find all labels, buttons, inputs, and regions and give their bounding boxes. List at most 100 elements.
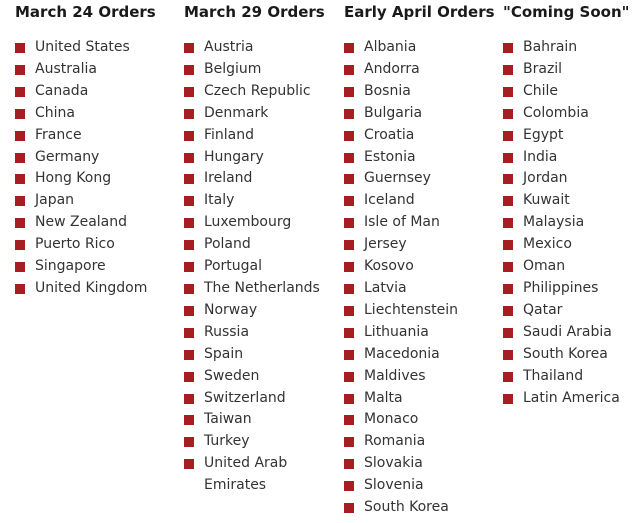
square-bullet-icon [503, 196, 513, 207]
list-item: Kosovo [344, 256, 498, 278]
square-bullet-icon [184, 130, 194, 141]
country-list: Austria Belgium Czech Republic Denmark F… [184, 37, 338, 497]
square-bullet-icon [344, 327, 354, 338]
country-name: Isle of Man [364, 214, 440, 231]
country-name: Philippines [523, 279, 599, 296]
list-item: Belgium [184, 59, 338, 81]
column-march-29: March 29 Orders Austria Belgium Czech Re… [184, 0, 338, 497]
country-name: Kosovo [364, 258, 414, 275]
square-bullet-icon [15, 152, 25, 163]
country-name: Singapore [35, 258, 106, 275]
square-bullet-icon [503, 371, 513, 382]
square-bullet-icon [344, 283, 354, 294]
country-name: Macedonia [364, 345, 440, 362]
country-name: Spain [204, 345, 244, 362]
list-item: Denmark [184, 103, 338, 125]
country-name: Liechtenstein [364, 301, 459, 318]
list-item: Taiwan [184, 409, 338, 431]
country-name: France [35, 126, 82, 143]
list-item: Qatar [503, 300, 640, 322]
list-item: Sweden [184, 366, 338, 388]
column-title: March 24 Orders [15, 3, 156, 21]
country-name: Iceland [364, 192, 415, 209]
column-early-april: Early April Orders Albania Andorra Bosni… [344, 0, 498, 519]
country-name: Egypt [523, 126, 564, 143]
square-bullet-icon [503, 152, 513, 163]
list-item: Italy [184, 190, 338, 212]
country-name: Qatar [523, 301, 563, 318]
square-bullet-icon [344, 371, 354, 382]
country-name: Switzerland [204, 389, 286, 406]
list-item: Malaysia [503, 212, 640, 234]
list-item: Japan [15, 190, 175, 212]
list-item: Malta [344, 388, 498, 410]
list-item: Lithuania [344, 322, 498, 344]
square-bullet-icon [503, 108, 513, 119]
square-bullet-icon [344, 503, 354, 514]
country-name: United Kingdom [35, 279, 148, 296]
list-item: Andorra [344, 59, 498, 81]
list-item: Guernsey [344, 168, 498, 190]
list-item: Saudi Arabia [503, 322, 640, 344]
square-bullet-icon [15, 174, 25, 185]
list-item: Latin America [503, 388, 640, 410]
country-name: South Korea [523, 345, 608, 362]
list-item: Oman [503, 256, 640, 278]
list-item: Thailand [503, 366, 640, 388]
country-name: Italy [204, 192, 235, 209]
list-item: New Zealand [15, 212, 175, 234]
list-item: The Netherlands [184, 278, 338, 300]
list-item: Brazil [503, 59, 640, 81]
country-name: Germany [35, 148, 100, 165]
square-bullet-icon [503, 86, 513, 97]
country-name: Denmark [204, 104, 269, 121]
square-bullet-icon [344, 64, 354, 75]
square-bullet-icon [344, 349, 354, 360]
country-name: Belgium [204, 60, 262, 77]
list-item: Iceland [344, 190, 498, 212]
square-bullet-icon [184, 240, 194, 251]
square-bullet-icon [503, 64, 513, 75]
country-name: United Arab Emirates [204, 455, 288, 494]
square-bullet-icon [503, 327, 513, 338]
square-bullet-icon [184, 327, 194, 338]
list-item: Germany [15, 147, 175, 169]
country-name: Bahrain [523, 39, 578, 55]
country-name: India [523, 148, 558, 165]
list-item: Puerto Rico [15, 234, 175, 256]
square-bullet-icon [344, 262, 354, 273]
country-name: Romania [364, 433, 426, 450]
country-name: Poland [204, 236, 251, 253]
square-bullet-icon [344, 459, 354, 470]
list-item: India [503, 147, 640, 169]
country-name: Oman [523, 258, 566, 275]
square-bullet-icon [503, 305, 513, 316]
square-bullet-icon [344, 86, 354, 97]
country-name: Lithuania [364, 323, 429, 340]
square-bullet-icon [503, 174, 513, 185]
list-item: France [15, 125, 175, 147]
country-name: Bosnia [364, 82, 411, 99]
country-name: Jordan [523, 170, 568, 187]
square-bullet-icon [15, 283, 25, 294]
square-bullet-icon [503, 283, 513, 294]
column-march-24: March 24 Orders United States Australia … [15, 0, 175, 300]
list-item: Switzerland [184, 388, 338, 410]
list-item: Hungary [184, 147, 338, 169]
country-name: South Korea [364, 499, 449, 516]
list-item: Bulgaria [344, 103, 498, 125]
country-name: Mexico [523, 236, 572, 253]
country-name: Latin America [523, 389, 620, 406]
country-name: Malta [364, 389, 403, 406]
list-item: United Arab Emirates [184, 453, 338, 497]
country-name: Colombia [523, 104, 589, 121]
list-item: Slovakia [344, 453, 498, 475]
list-item: Chile [503, 81, 640, 103]
square-bullet-icon [184, 196, 194, 207]
square-bullet-icon [344, 152, 354, 163]
country-name: Latvia [364, 279, 407, 296]
square-bullet-icon [15, 218, 25, 229]
square-bullet-icon [344, 305, 354, 316]
square-bullet-icon [15, 240, 25, 251]
country-name: Sweden [204, 367, 260, 384]
